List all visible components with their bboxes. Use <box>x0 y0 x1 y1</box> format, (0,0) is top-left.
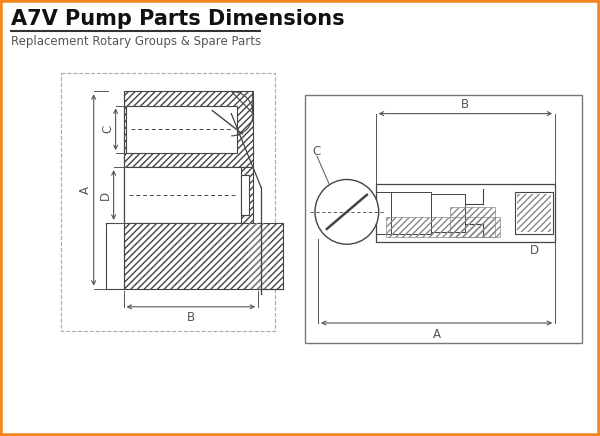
Bar <box>305 95 582 343</box>
Text: B: B <box>461 98 469 111</box>
Text: A7V Pump Parts Dimensions: A7V Pump Parts Dimensions <box>11 10 344 29</box>
Bar <box>124 223 283 289</box>
Bar <box>376 184 555 242</box>
Polygon shape <box>231 92 253 114</box>
Text: D: D <box>99 191 112 200</box>
Bar <box>61 73 275 331</box>
Circle shape <box>315 180 379 244</box>
Bar <box>391 192 431 234</box>
Text: C: C <box>313 144 321 157</box>
Bar <box>451 207 496 237</box>
Text: A: A <box>433 327 440 341</box>
Text: C: C <box>101 125 114 133</box>
Bar <box>124 92 253 167</box>
Bar <box>125 106 237 153</box>
Text: A: A <box>79 186 92 194</box>
Bar <box>515 192 553 234</box>
Bar <box>517 194 551 232</box>
Bar <box>124 167 241 223</box>
Bar <box>386 217 500 237</box>
Bar <box>124 167 253 223</box>
Bar <box>248 223 268 289</box>
Text: D: D <box>530 244 539 257</box>
Text: SUPER HYDRAULICS: SUPER HYDRAULICS <box>10 399 276 423</box>
Text: B: B <box>187 311 195 324</box>
Text: E-mail: sales@super-hyd.com: E-mail: sales@super-hyd.com <box>355 405 530 417</box>
Text: Replacement Rotary Groups & Spare Parts: Replacement Rotary Groups & Spare Parts <box>11 35 261 48</box>
Bar <box>241 175 249 215</box>
Bar <box>431 194 466 232</box>
